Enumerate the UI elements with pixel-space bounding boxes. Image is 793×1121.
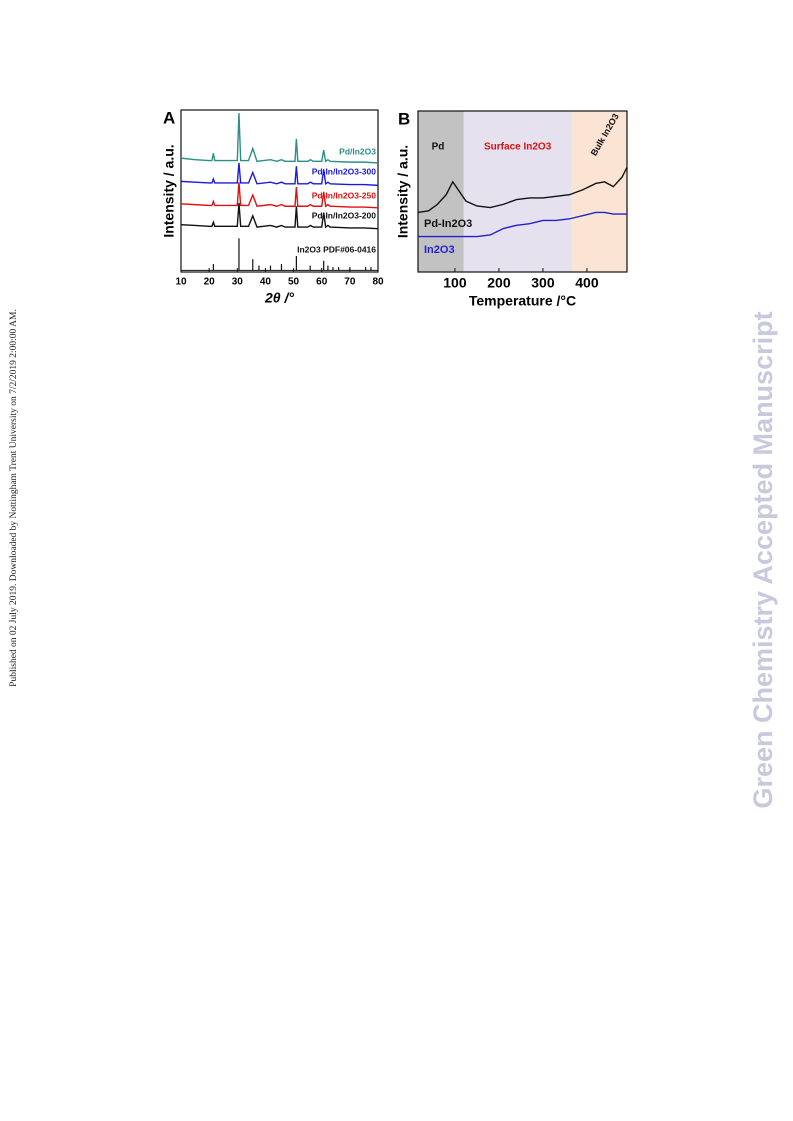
x-axis-label: Temperature /°C bbox=[469, 293, 576, 309]
series-line bbox=[180, 113, 379, 164]
series-line bbox=[180, 182, 379, 209]
x-tick-label: 100 bbox=[443, 275, 467, 291]
series-line bbox=[180, 162, 379, 187]
series-label: Pd-In/In2O3-300 bbox=[312, 166, 377, 176]
side-note: Published on 02 July 2019. Downloaded by… bbox=[9, 309, 19, 687]
x-tick-label: 10 bbox=[175, 277, 187, 288]
x-tick-label: 20 bbox=[204, 277, 216, 288]
x-tick-label: 30 bbox=[232, 277, 244, 288]
series-label: In2O3 bbox=[424, 244, 455, 256]
x-tick-label: 60 bbox=[316, 277, 328, 288]
series-line bbox=[180, 202, 379, 230]
watermark: Green Chemistry Accepted Manuscript bbox=[748, 311, 778, 808]
y-axis-label: Intensity / a.u. bbox=[161, 144, 177, 237]
x-tick-label: 40 bbox=[260, 277, 272, 288]
plot-frame bbox=[180, 109, 379, 273]
region-label: Surface In2O3 bbox=[484, 142, 552, 153]
x-tick-label: 70 bbox=[344, 277, 356, 288]
x-tick-label: 80 bbox=[372, 277, 384, 288]
region bbox=[418, 111, 464, 272]
series-line bbox=[417, 167, 628, 214]
x-tick-label: 400 bbox=[575, 275, 599, 291]
panel-letter: A bbox=[163, 108, 175, 127]
series-label: Pd-In/In2O3-200 bbox=[312, 210, 377, 220]
series-label: Pd-In2O3 bbox=[424, 218, 472, 230]
x-tick-label: 300 bbox=[531, 275, 555, 291]
region bbox=[463, 111, 572, 272]
series-label: Pd/In2O3 bbox=[339, 146, 376, 156]
reference-label: In2O3 PDF#06-0416 bbox=[297, 244, 376, 254]
x-tick-label: 50 bbox=[288, 277, 300, 288]
series-label: Pd-In/In2O3-250 bbox=[312, 190, 377, 200]
panel-letter: B bbox=[398, 109, 410, 128]
x-tick-label: 200 bbox=[487, 275, 511, 291]
y-axis-label: Intensity / a.u. bbox=[395, 145, 411, 238]
x-axis-label: 2θ /° bbox=[264, 290, 294, 306]
region-label: Pd bbox=[432, 142, 445, 153]
series-line bbox=[418, 211, 627, 238]
region bbox=[571, 111, 627, 272]
plot-frame bbox=[417, 110, 628, 273]
